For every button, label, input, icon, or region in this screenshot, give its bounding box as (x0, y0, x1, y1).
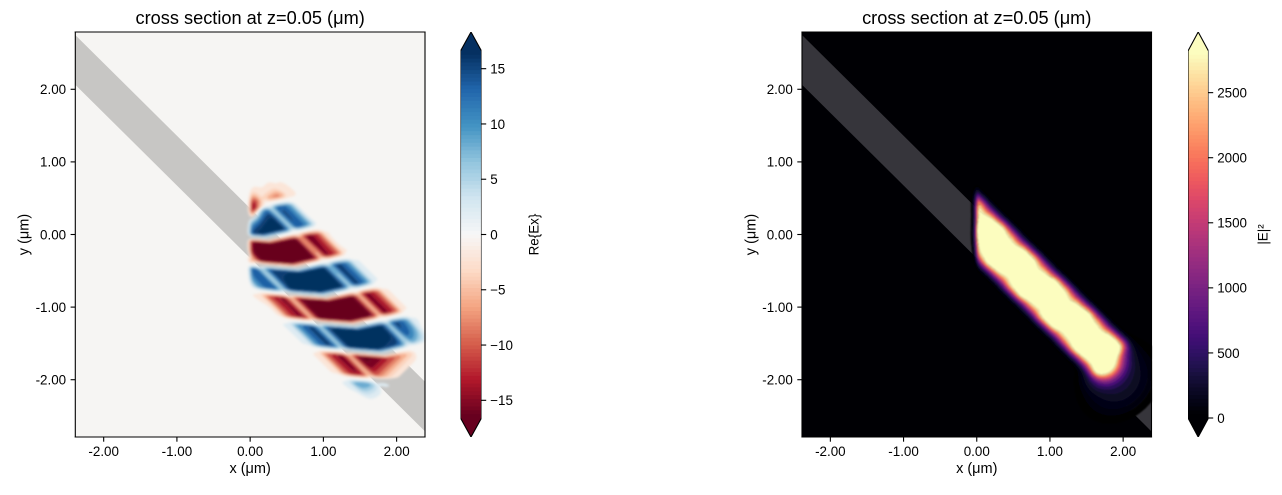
svg-text:2000: 2000 (1217, 151, 1247, 166)
svg-text:0.00: 0.00 (767, 227, 793, 242)
svg-text:0: 0 (490, 227, 497, 242)
svg-text:1.00: 1.00 (1037, 444, 1063, 459)
svg-text:15: 15 (490, 62, 505, 77)
svg-text:y (μm): y (μm) (743, 214, 759, 255)
svg-text:-1.00: -1.00 (762, 300, 793, 315)
svg-text:10: 10 (490, 117, 505, 132)
svg-text:-2.00: -2.00 (88, 444, 119, 459)
svg-text:−15: −15 (490, 393, 513, 408)
svg-text:5: 5 (490, 172, 497, 187)
svg-text:Re{Ex}: Re{Ex} (527, 213, 542, 255)
svg-text:2500: 2500 (1217, 86, 1247, 101)
svg-text:−5: −5 (490, 283, 505, 298)
svg-text:-1.00: -1.00 (36, 300, 67, 315)
svg-text:cross section at z=0.05 (μm): cross section at z=0.05 (μm) (135, 8, 364, 28)
svg-text:−10: −10 (490, 338, 513, 353)
svg-text:|E|²: |E|² (1256, 224, 1271, 245)
svg-text:1000: 1000 (1217, 281, 1247, 296)
svg-text:2.00: 2.00 (767, 82, 793, 97)
svg-text:1500: 1500 (1217, 216, 1247, 231)
svg-text:2.00: 2.00 (40, 82, 66, 97)
svg-text:1.00: 1.00 (40, 155, 66, 170)
svg-text:0: 0 (1217, 411, 1224, 426)
svg-text:2.00: 2.00 (384, 444, 410, 459)
svg-text:0.00: 0.00 (40, 227, 66, 242)
svg-text:-1.00: -1.00 (888, 444, 919, 459)
svg-text:-2.00: -2.00 (815, 444, 846, 459)
svg-text:-2.00: -2.00 (762, 373, 793, 388)
svg-text:0.00: 0.00 (964, 444, 990, 459)
svg-text:x (μm): x (μm) (956, 461, 997, 477)
svg-text:y (μm): y (μm) (17, 214, 33, 255)
svg-text:500: 500 (1217, 346, 1239, 361)
svg-text:cross section at z=0.05 (μm): cross section at z=0.05 (μm) (862, 8, 1091, 28)
svg-text:x (μm): x (μm) (229, 461, 270, 477)
svg-text:-2.00: -2.00 (36, 373, 67, 388)
svg-text:0.00: 0.00 (237, 444, 263, 459)
svg-text:1.00: 1.00 (767, 155, 793, 170)
svg-text:1.00: 1.00 (310, 444, 336, 459)
svg-text:-1.00: -1.00 (162, 444, 193, 459)
svg-text:2.00: 2.00 (1110, 444, 1136, 459)
